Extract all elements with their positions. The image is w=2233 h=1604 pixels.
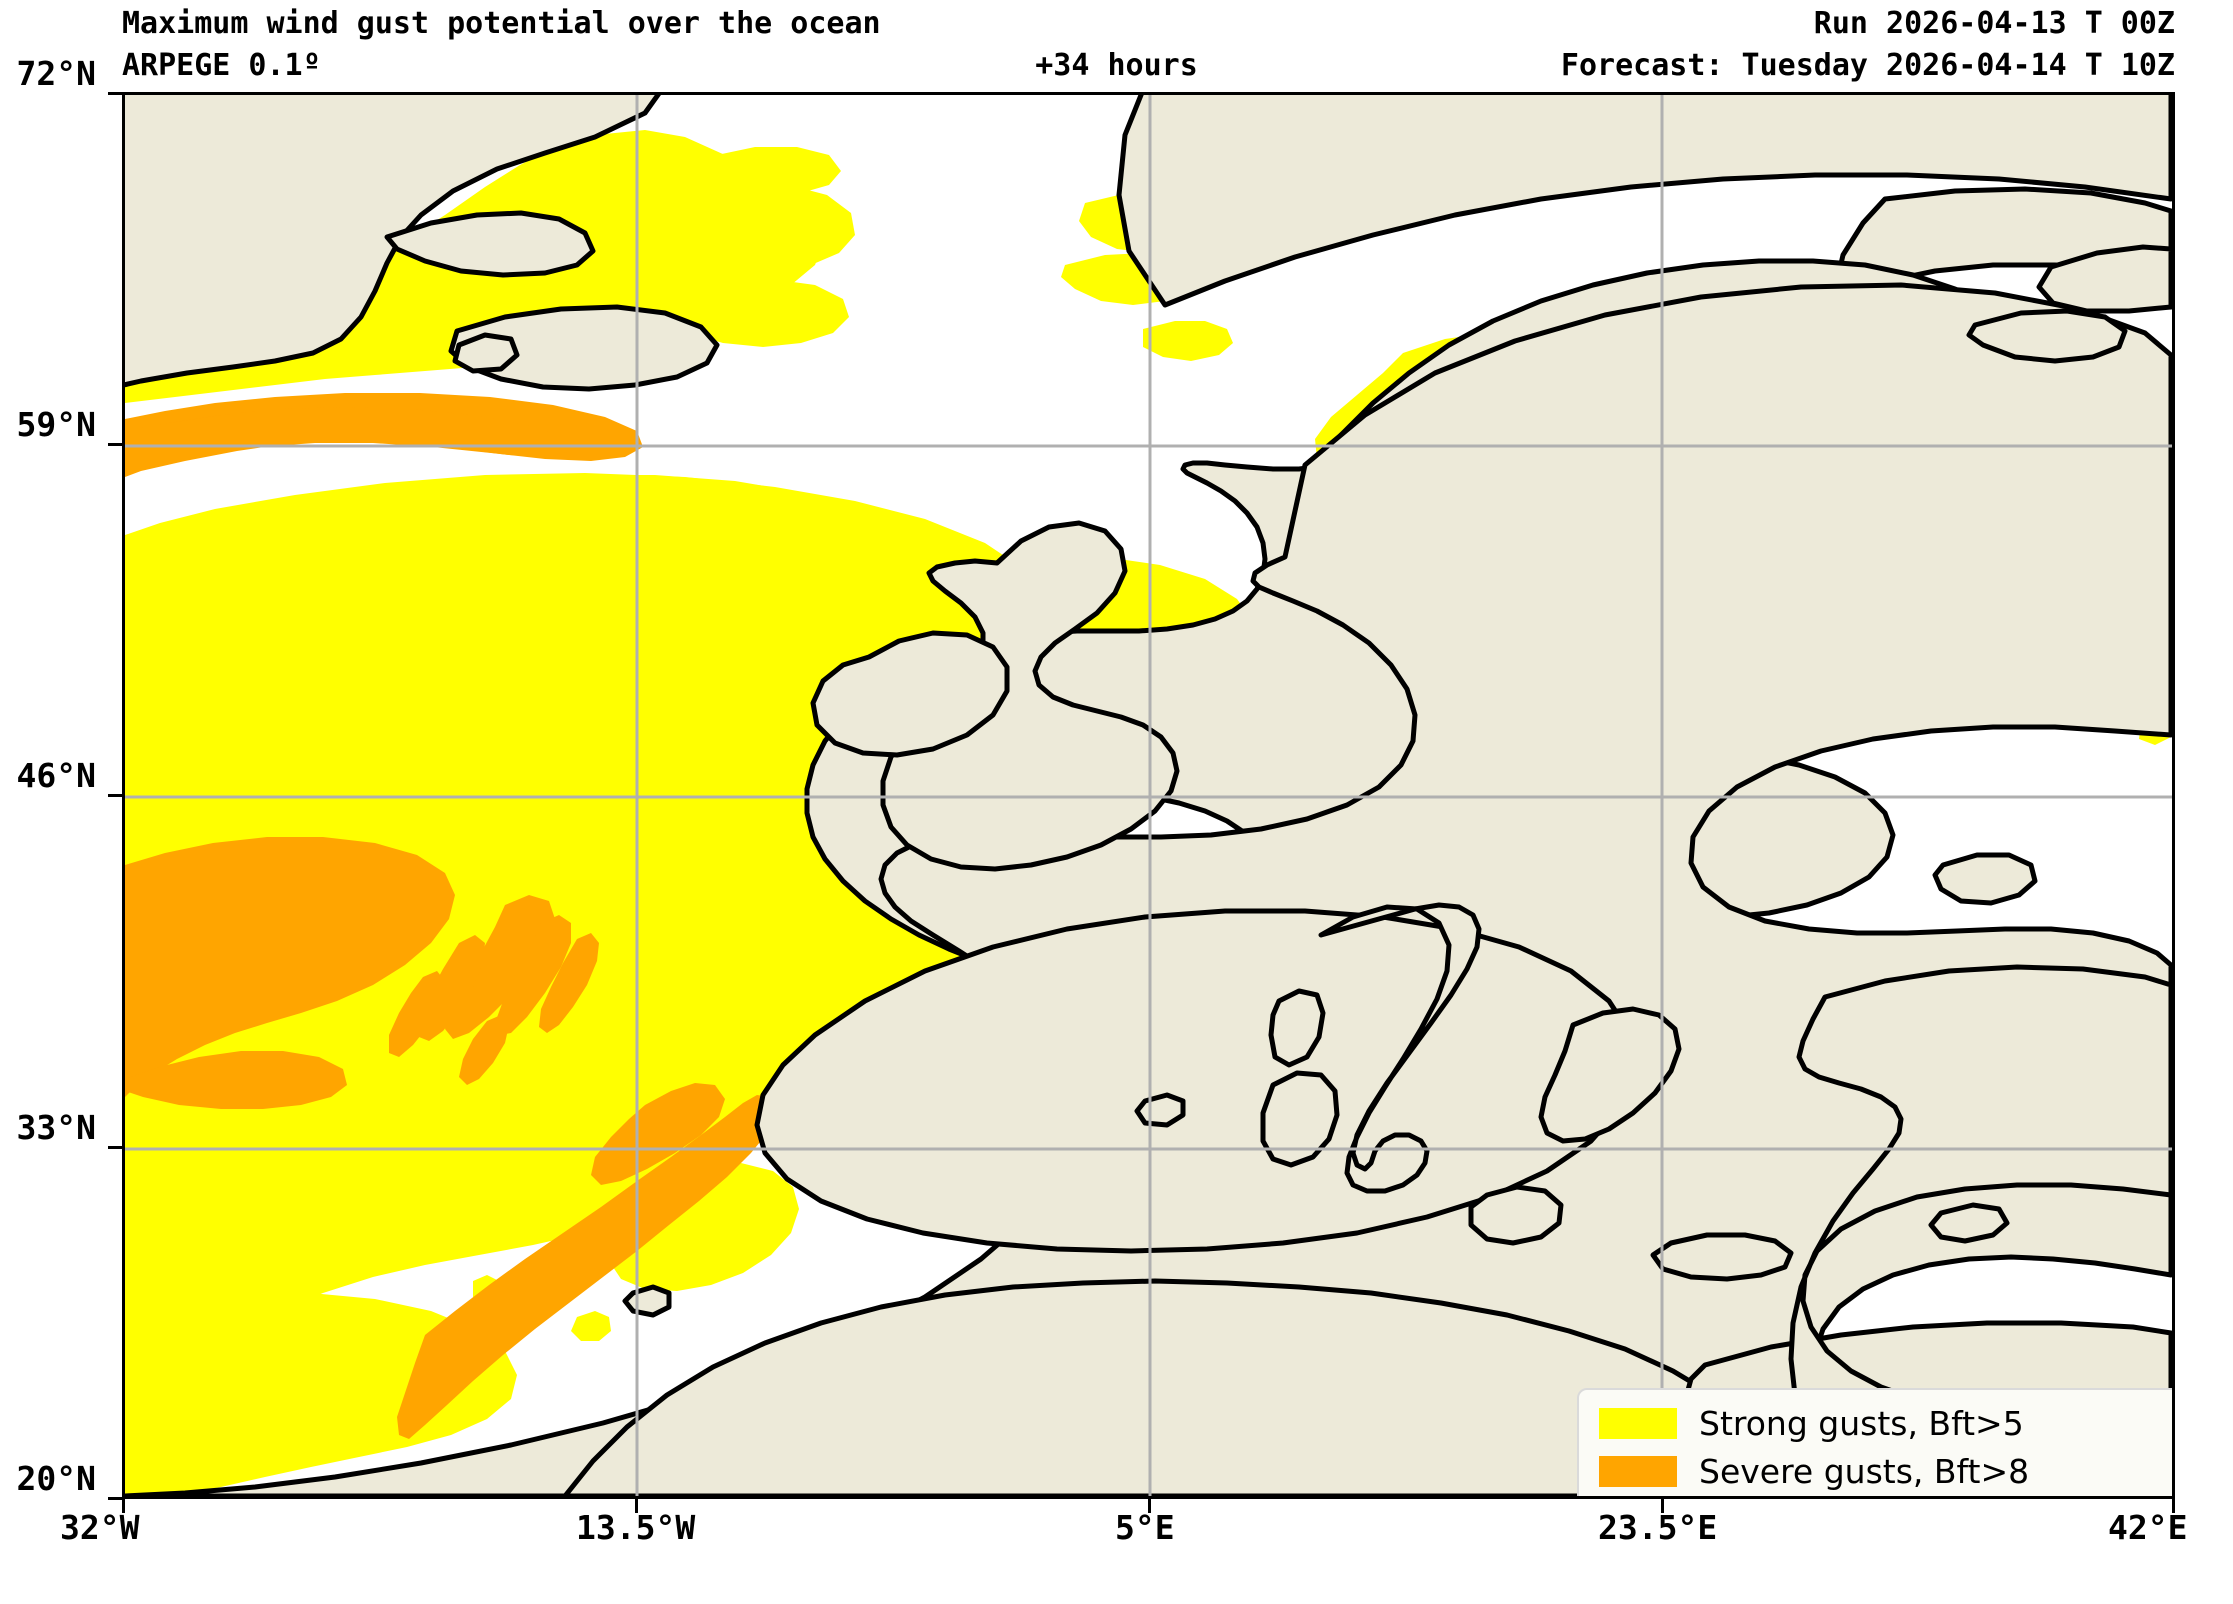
land-layer [125, 95, 2172, 1496]
legend-label-strong-gusts: Strong gusts, Bft>5 [1699, 1403, 2024, 1443]
page-title: Maximum wind gust potential over the oce… [122, 6, 881, 41]
legend-label-severe-gusts: Severe gusts, Bft>8 [1699, 1451, 2030, 1491]
ytick-label-1: 59°N [16, 405, 96, 444]
lead-time-label: +34 hours [1035, 48, 1198, 83]
ytick-label-4: 20°N [16, 1459, 96, 1498]
ytick-mark-0 [108, 92, 122, 95]
forecast-validity: Forecast: Tuesday 2026-04-14 T 10Z [1560, 48, 2175, 83]
xtick-mark-3 [1661, 1499, 1664, 1513]
model-name: ARPEGE 0.1º [122, 48, 321, 83]
graticule-layer [125, 95, 2172, 1496]
xtick-label-3: 23.5°E [1598, 1508, 1718, 1547]
ytick-mark-3 [108, 1146, 122, 1149]
xtick-label-1: 13.5°W [576, 1508, 696, 1547]
gust-layer-severe [125, 97, 1457, 1439]
ytick-mark-2 [108, 794, 122, 797]
ytick-label-2: 46°N [16, 756, 96, 795]
legend-swatch-strong-gusts [1599, 1407, 1677, 1439]
legend-item-severe-gusts[interactable]: Severe gusts, Bft>8 [1579, 1447, 2172, 1495]
map-plot-area[interactable]: Strong gusts, Bft>5 Severe gusts, Bft>8 … [122, 92, 2175, 1499]
xtick-mark-2 [1148, 1499, 1151, 1513]
legend-swatch-severe-gusts [1599, 1455, 1677, 1487]
legend-item-hurricane-force-gusts[interactable]: Hurricane force Gusts, Bft>10 [1579, 1495, 2172, 1496]
run-timestamp: Run 2026-04-13 T 00Z [1813, 6, 2175, 41]
xtick-mark-1 [635, 1499, 638, 1513]
map-legend[interactable]: Strong gusts, Bft>5 Severe gusts, Bft>8 … [1577, 1388, 2172, 1496]
ytick-mark-1 [108, 443, 122, 446]
xtick-mark-4 [2172, 1499, 2175, 1513]
legend-item-strong-gusts[interactable]: Strong gusts, Bft>5 [1579, 1399, 2172, 1447]
ytick-label-3: 33°N [16, 1108, 96, 1147]
xtick-label-0: 32°W [60, 1508, 140, 1547]
map-header: Maximum wind gust potential over the oce… [0, 0, 2233, 90]
weather-map-svg [125, 95, 2172, 1496]
ytick-label-0: 72°N [16, 54, 96, 93]
xtick-label-4: 42°E [2108, 1508, 2188, 1547]
xtick-label-2: 5°E [1115, 1508, 1175, 1547]
xtick-mark-0 [122, 1499, 125, 1513]
ytick-mark-4 [108, 1497, 122, 1500]
